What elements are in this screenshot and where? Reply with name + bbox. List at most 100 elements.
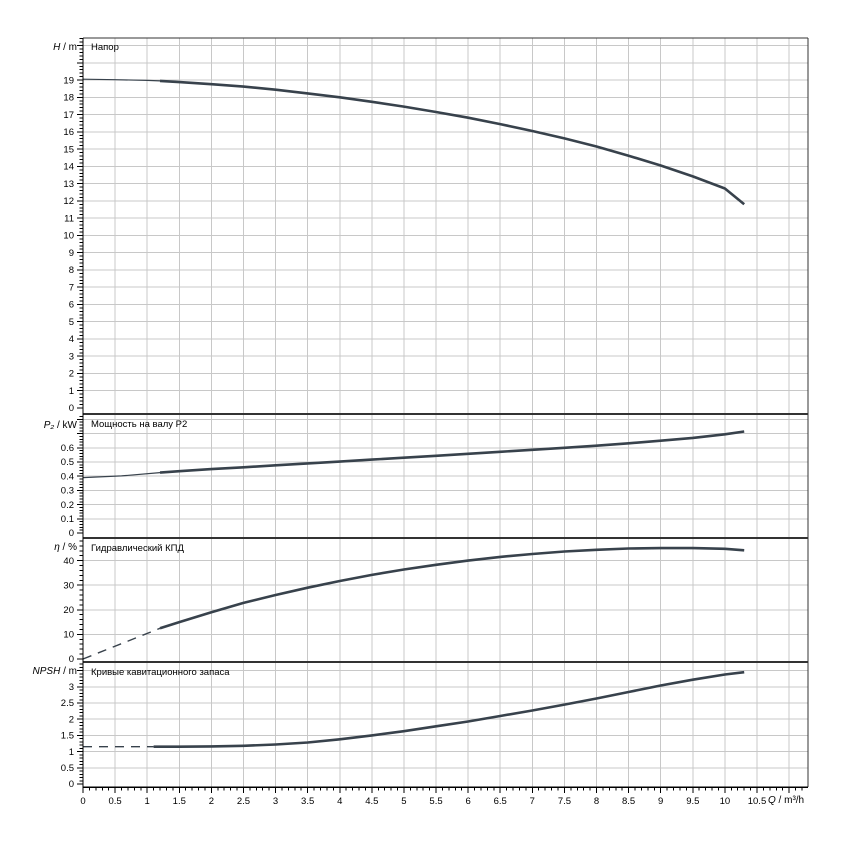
y-tick-label: 0.4 bbox=[61, 471, 74, 482]
x-tick-label: 4.5 bbox=[365, 796, 378, 807]
head-axis-symbol: H bbox=[53, 42, 61, 53]
x-tick-label: 6 bbox=[465, 796, 470, 807]
y-tick-label: 11 bbox=[64, 213, 74, 224]
x-tick-label: 8.5 bbox=[622, 796, 635, 807]
y-tick-label: 16 bbox=[63, 127, 74, 138]
y-tick-label: 17 bbox=[63, 110, 74, 121]
head-curve-solid bbox=[159, 79, 746, 206]
y-tick-label: 0 bbox=[69, 779, 74, 790]
efficiency-chart-title: Гидравлический КПД bbox=[91, 543, 184, 554]
y-tick-label: 15 bbox=[63, 144, 74, 155]
npsh-chart: 0 0.5 1 1.5 2 2.5 3 bbox=[61, 662, 808, 790]
x-tick-label: 1.5 bbox=[173, 796, 186, 807]
efficiency-curve-dashed bbox=[82, 627, 161, 660]
y-tick-label: 1 bbox=[69, 386, 74, 397]
x-tick-label: 3.5 bbox=[301, 796, 314, 807]
power-axis-unit: / kW bbox=[54, 420, 77, 431]
power-y-axis-label: P₂ / kW bbox=[44, 421, 77, 431]
efficiency-hgrid bbox=[83, 560, 808, 635]
x-tick-label: 5 bbox=[401, 796, 406, 807]
power-chart: 0 0.1 0.2 0.3 0.4 0.5 0.6 bbox=[61, 414, 808, 539]
y-tick-label: 2 bbox=[69, 714, 74, 725]
npsh-axis-unit: / m bbox=[60, 666, 77, 677]
y-tick-label: 0 bbox=[69, 528, 74, 539]
y-tick-label: 5 bbox=[69, 317, 74, 328]
y-tick-label: 8 bbox=[69, 265, 74, 276]
npsh-axis-symbol: NPSH bbox=[32, 666, 61, 677]
y-tick-label: 19 bbox=[63, 75, 74, 86]
power-curve-solid bbox=[159, 430, 745, 474]
y-tick-label: 9 bbox=[69, 248, 74, 259]
power-axis-symbol: P₂ bbox=[43, 420, 55, 431]
npsh-hgrid bbox=[83, 670, 808, 769]
y-tick-label: 0.5 bbox=[61, 763, 74, 774]
head-chart-title: Напор bbox=[91, 42, 119, 53]
head-axis-unit: / m bbox=[60, 42, 77, 53]
x-tick-label: 10.5 bbox=[748, 796, 767, 807]
y-tick-label: 0.5 bbox=[61, 457, 74, 468]
y-tick-label: 6 bbox=[69, 300, 74, 311]
head-curve-thin bbox=[82, 78, 161, 82]
y-tick-label: 0 bbox=[69, 654, 74, 665]
head-hgrid bbox=[83, 45, 808, 392]
x-tick-label: 2.5 bbox=[237, 796, 250, 807]
power-y-tick-labels: 0 0.1 0.2 0.3 0.4 0.5 0.6 bbox=[61, 443, 74, 539]
y-tick-label: 12 bbox=[63, 196, 74, 207]
head-y-axis-label: H / m bbox=[53, 43, 77, 53]
y-tick-label: 2.5 bbox=[61, 698, 74, 709]
y-tick-label: 30 bbox=[63, 580, 74, 591]
efficiency-chart: 0 10 20 30 40 bbox=[63, 538, 808, 665]
x-tick-label: 9 bbox=[658, 796, 663, 807]
x-tick-label: 3 bbox=[273, 796, 278, 807]
y-tick-label: 0 bbox=[69, 403, 74, 414]
x-axis-unit: / m³/h bbox=[775, 795, 805, 806]
y-tick-label: 0.3 bbox=[61, 486, 74, 497]
y-tick-label: 2 bbox=[69, 369, 74, 380]
power-curve-thin bbox=[82, 472, 161, 479]
npsh-y-axis-label: NPSH / m bbox=[33, 667, 77, 677]
y-tick-label: 4 bbox=[69, 334, 74, 345]
power-hgrid bbox=[83, 418, 808, 520]
x-tick-label: 7.5 bbox=[558, 796, 571, 807]
x-axis-label: Q / m³/h bbox=[768, 796, 804, 806]
npsh-curve-solid bbox=[153, 670, 745, 749]
y-tick-label: 1 bbox=[69, 747, 74, 758]
y-tick-label: 10 bbox=[63, 231, 74, 242]
y-tick-label: 7 bbox=[69, 282, 74, 293]
x-tick-labels: 0 0.5 1 1.5 2 2.5 3 3.5 4 4.5 5 5.5 6 6.5 7 7.5 8 8.5 9 9.5… bbox=[80, 796, 766, 807]
npsh-vgrid bbox=[114, 662, 790, 787]
y-tick-label: 18 bbox=[63, 93, 74, 104]
x-ticks bbox=[82, 787, 803, 793]
x-axis-symbol: Q bbox=[768, 795, 776, 806]
frame bbox=[82, 37, 809, 788]
efficiency-y-axis-label: η / % bbox=[54, 543, 77, 553]
npsh-y-tick-labels: 0 0.5 1 1.5 2 2.5 3 bbox=[61, 682, 74, 790]
x-tick-label: 5.5 bbox=[429, 796, 442, 807]
efficiency-axis-unit: / % bbox=[59, 542, 77, 553]
y-tick-label: 10 bbox=[63, 630, 74, 641]
y-tick-label: 1.5 bbox=[61, 731, 74, 742]
y-tick-label: 3 bbox=[69, 351, 74, 362]
y-tick-label: 14 bbox=[63, 162, 74, 173]
power-chart-title: Мощность на валу P2 bbox=[91, 419, 188, 430]
x-tick-label: 9.5 bbox=[686, 796, 699, 807]
y-tick-label: 20 bbox=[63, 605, 74, 616]
x-tick-label: 0 bbox=[80, 796, 85, 807]
x-tick-label: 7 bbox=[530, 796, 535, 807]
y-tick-label: 0.6 bbox=[61, 443, 74, 454]
x-tick-label: 1 bbox=[145, 796, 150, 807]
x-tick-label: 2 bbox=[209, 796, 214, 807]
x-tick-label: 6.5 bbox=[494, 796, 507, 807]
efficiency-curve-solid bbox=[159, 546, 745, 630]
y-tick-label: 40 bbox=[63, 556, 74, 567]
efficiency-vgrid bbox=[114, 538, 790, 662]
x-tick-label: 0.5 bbox=[108, 796, 121, 807]
npsh-chart-title: Кривые кавитационного запаса bbox=[91, 667, 230, 678]
y-tick-label: 13 bbox=[63, 179, 74, 190]
y-tick-label: 0.2 bbox=[61, 500, 74, 511]
efficiency-axis-symbol: η bbox=[54, 542, 60, 553]
